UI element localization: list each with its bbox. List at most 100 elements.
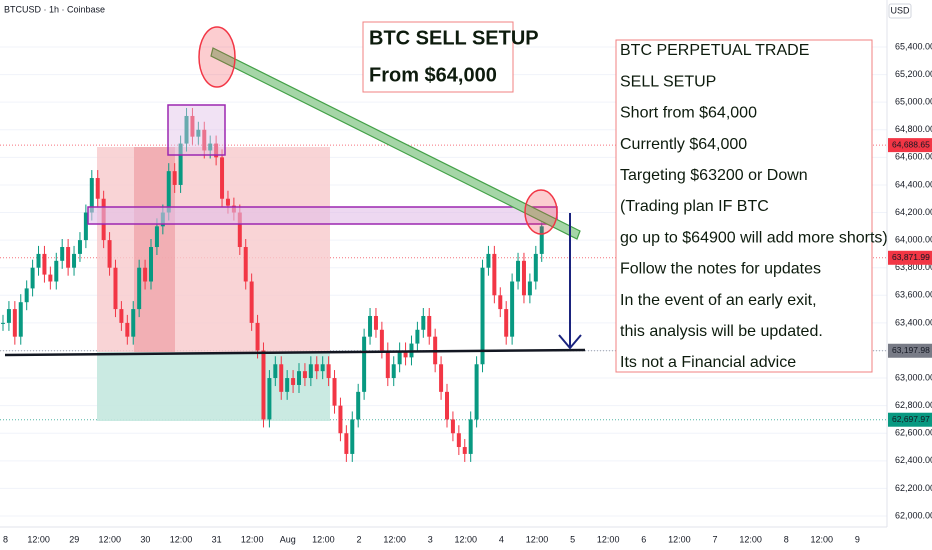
- candle: [445, 391, 449, 420]
- price-tag-label: 63,871.99: [892, 252, 930, 262]
- candle: [285, 378, 290, 392]
- candle: [249, 281, 254, 323]
- price-tick-label: 64,400.00: [895, 179, 932, 189]
- price-tick-label: 64,200.00: [895, 207, 932, 217]
- candle: [54, 260, 59, 282]
- price-tick-label: 62,000.00: [895, 510, 932, 520]
- candle: [72, 253, 77, 268]
- setup-entry: From $64,000: [369, 64, 497, 86]
- candle: [332, 378, 337, 406]
- price-tick-label: 63,400.00: [895, 317, 932, 327]
- candle: [498, 295, 503, 310]
- price-tick-label: 64,600.00: [895, 152, 932, 162]
- candle: [178, 143, 183, 185]
- note-line: this analysis will be updated.: [620, 323, 823, 340]
- candle: [504, 309, 509, 337]
- note-line: (Trading plan IF BTC: [620, 198, 769, 215]
- time-tick-label: 12:00: [170, 534, 193, 544]
- time-tick-label: 12:00: [27, 534, 50, 544]
- candle: [492, 253, 497, 296]
- price-tick-label: 65,200.00: [895, 69, 932, 79]
- time-tick-label: 12:00: [383, 534, 406, 544]
- candle: [243, 247, 248, 282]
- time-tick-label: 8: [3, 534, 8, 544]
- time-tick-label: 3: [428, 534, 433, 544]
- candle: [326, 364, 331, 379]
- price-tick-label: 62,200.00: [895, 483, 932, 493]
- candle: [131, 309, 136, 337]
- candle: [42, 253, 47, 275]
- candle: [225, 198, 230, 206]
- note-line: go up to $64900 will add more shorts): [620, 229, 888, 246]
- support-line: [4, 348, 586, 357]
- price-tick-label: 65,000.00: [895, 97, 932, 107]
- time-tick-label: 12:00: [312, 534, 335, 544]
- candle: [527, 281, 532, 296]
- candle: [24, 288, 29, 303]
- candle: [379, 329, 384, 351]
- candle: [125, 322, 130, 337]
- price-tag-label: 63,197.98: [892, 345, 930, 355]
- candle: [196, 129, 201, 137]
- candle: [220, 157, 225, 199]
- candle: [18, 302, 23, 337]
- time-tick-label: 12:00: [241, 534, 264, 544]
- time-tick-label: 6: [641, 534, 646, 544]
- candle: [190, 115, 195, 137]
- candle: [468, 419, 473, 454]
- candle: [60, 247, 65, 261]
- note-line: BTC PERPETUAL TRADE: [620, 42, 809, 59]
- consolidation-box: [167, 104, 226, 156]
- price-tick-label: 63,600.00: [895, 290, 932, 300]
- currency: USD: [890, 5, 910, 15]
- time-tick-label: 8: [784, 534, 789, 544]
- note-line: Its not a Financial advice: [620, 354, 796, 371]
- candle: [521, 260, 526, 296]
- candle: [273, 364, 278, 379]
- time-tick-label: 7: [712, 534, 717, 544]
- candle: [344, 433, 349, 454]
- price-tick-label: 64,000.00: [895, 234, 932, 244]
- candles: [1, 107, 544, 462]
- candle: [214, 143, 219, 158]
- candle: [149, 247, 153, 282]
- candle: [202, 129, 207, 151]
- candle: [255, 322, 260, 351]
- note-line: Currently $64,000: [620, 136, 747, 153]
- candle: [391, 364, 396, 379]
- price-tag: [888, 138, 932, 153]
- time-tick-label: 2: [356, 534, 361, 544]
- time-tick-label: 29: [69, 534, 79, 544]
- candle: [89, 178, 94, 213]
- price-tag: [888, 343, 932, 358]
- candle: [320, 364, 325, 372]
- top-circle: [198, 26, 236, 88]
- candle: [486, 253, 491, 268]
- time-tick-label: 12:00: [597, 534, 620, 544]
- candle: [415, 329, 420, 344]
- candle: [297, 371, 301, 385]
- currency-button[interactable]: [888, 3, 912, 19]
- note-line: Follow the notes for updates: [620, 261, 821, 278]
- candle: [172, 171, 177, 185]
- candle: [166, 171, 171, 213]
- touch-circle: [524, 189, 558, 235]
- time-tick-label: 12:00: [668, 534, 691, 544]
- candle: [368, 315, 373, 337]
- price-tick-label: 65,400.00: [895, 41, 932, 51]
- candle: [373, 315, 378, 330]
- candle: [456, 433, 461, 448]
- candle: [510, 281, 515, 337]
- symbol-header: BTCUSD · 1h · Coinbase: [4, 4, 105, 14]
- candle: [208, 143, 213, 151]
- candle: [12, 309, 17, 337]
- candle: [261, 350, 266, 420]
- candle: [66, 247, 71, 268]
- price-tag: [888, 412, 932, 427]
- candle: [362, 336, 367, 392]
- setup-box: [362, 21, 514, 93]
- candle: [439, 364, 444, 392]
- candle: [107, 240, 112, 268]
